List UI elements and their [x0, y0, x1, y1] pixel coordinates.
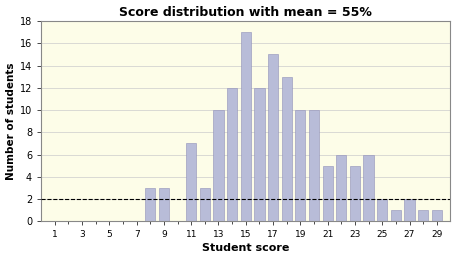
- Bar: [227, 88, 237, 221]
- Bar: [254, 88, 264, 221]
- Bar: [335, 155, 346, 221]
- Bar: [431, 210, 441, 221]
- Bar: [213, 110, 223, 221]
- Bar: [158, 188, 169, 221]
- Bar: [281, 77, 291, 221]
- Bar: [349, 166, 359, 221]
- Bar: [186, 143, 196, 221]
- Bar: [294, 110, 305, 221]
- Bar: [417, 210, 427, 221]
- Bar: [268, 54, 278, 221]
- Bar: [322, 166, 332, 221]
- Bar: [308, 110, 318, 221]
- Bar: [376, 199, 386, 221]
- Bar: [404, 199, 414, 221]
- Bar: [363, 155, 373, 221]
- Title: Score distribution with mean = 55%: Score distribution with mean = 55%: [119, 5, 371, 19]
- Y-axis label: Number of students: Number of students: [5, 62, 15, 180]
- X-axis label: Student score: Student score: [202, 243, 289, 254]
- Bar: [240, 32, 250, 221]
- Bar: [199, 188, 209, 221]
- Bar: [145, 188, 155, 221]
- Bar: [390, 210, 400, 221]
